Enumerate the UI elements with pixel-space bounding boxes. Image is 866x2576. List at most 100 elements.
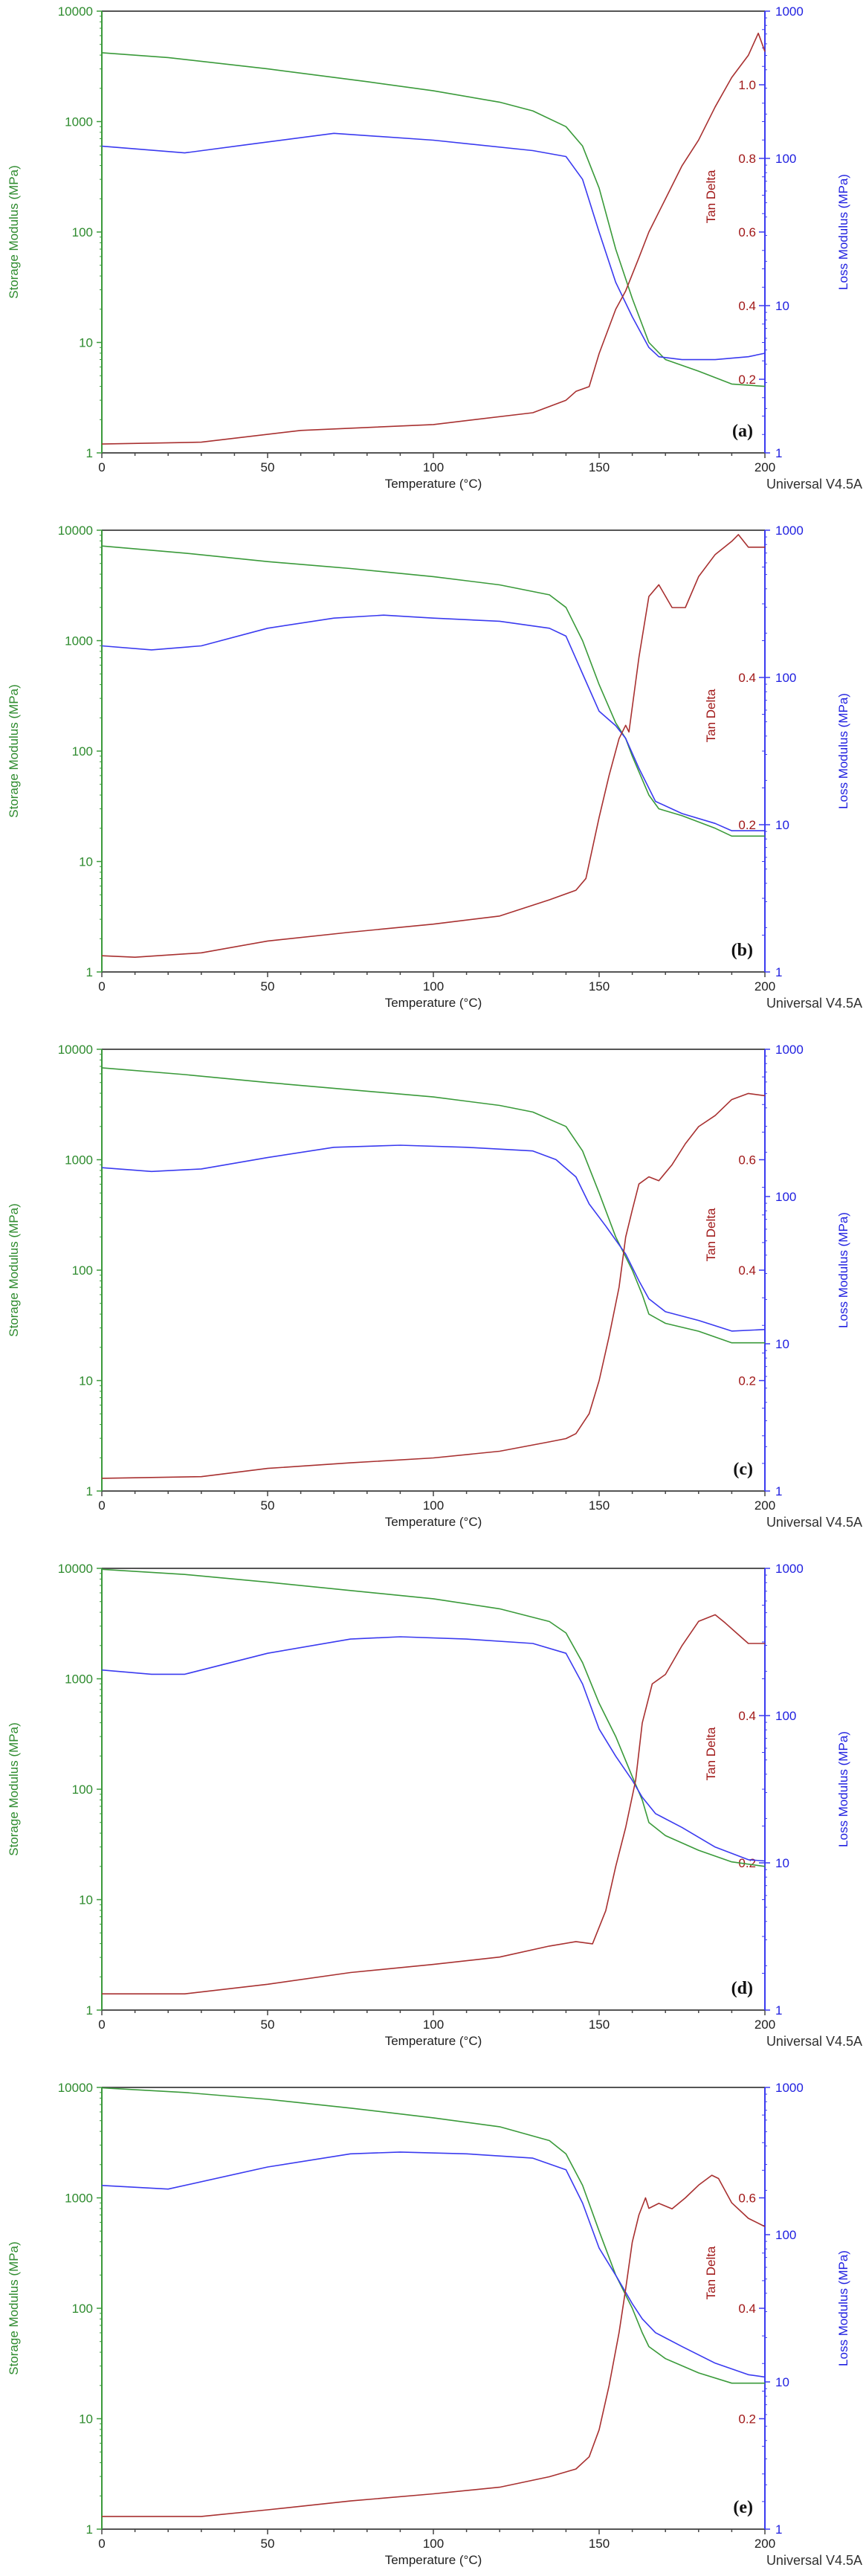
series-storage-modulus-line — [101, 2087, 765, 2384]
storage-tick-label: 1 — [86, 446, 93, 460]
series-loss-modulus-line — [101, 1144, 766, 1332]
x-axis-title: Temperature (°C) — [385, 2553, 482, 2567]
tan-axis-title: Tan Delta — [704, 2246, 718, 2299]
loss-tick-label: 100 — [775, 671, 796, 685]
panel-label: (a) — [732, 422, 753, 441]
storage-tick-label: 1 — [86, 1484, 93, 1498]
chart-panel-d: 0 50 100 150 20011010010001000011010010000.2… — [7, 1562, 862, 2049]
storage-axis-title: Storage Modulus (MPa) — [7, 1722, 21, 1856]
series-tan-delta-line — [102, 2174, 766, 2517]
loss-tick-label: 1 — [775, 965, 782, 979]
x-tick-label: 0 — [98, 1498, 105, 1513]
loss-tick-label: 100 — [775, 2228, 796, 2242]
storage-tick-label: 100 — [72, 744, 93, 759]
x-tick-label: 0 — [98, 460, 105, 474]
loss-tick-label: 1 — [775, 1484, 782, 1498]
software-version-label: Universal V4.5A — [766, 1515, 862, 1530]
x-tick-label: 150 — [589, 2018, 610, 2032]
panel-label: (c) — [733, 1460, 753, 1479]
tan-tick-label: 0.4 — [738, 1263, 756, 1278]
x-tick-label: 100 — [423, 460, 444, 474]
x-axis-title: Temperature (°C) — [385, 477, 482, 491]
x-tick-label: 50 — [261, 460, 275, 474]
tan-axis-title: Tan Delta — [704, 170, 718, 223]
x-tick-label: 50 — [261, 979, 275, 994]
storage-tick-label: 1 — [86, 2003, 93, 2018]
tan-axis-title: Tan Delta — [704, 1208, 718, 1261]
loss-tick-label: 1 — [775, 446, 782, 460]
storage-tick-label: 1000 — [65, 115, 93, 129]
x-tick-label: 100 — [423, 979, 444, 994]
series-tan-delta-line — [101, 32, 766, 445]
series-tan-delta-line — [102, 1614, 765, 1994]
storage-axis-title: Storage Modulus (MPa) — [7, 2241, 21, 2375]
software-version-label: Universal V4.5A — [766, 2034, 862, 2049]
x-tick-label: 50 — [261, 2018, 275, 2032]
x-axis-title: Temperature (°C) — [385, 2034, 482, 2048]
loss-tick-label: 1000 — [775, 4, 804, 19]
x-tick-label: 200 — [754, 1498, 775, 1513]
loss-axis-title: Loss Modulus (MPa) — [836, 1212, 850, 1328]
series-storage-modulus-line — [101, 545, 765, 837]
loss-tick-label: 1000 — [775, 1043, 804, 1057]
series-loss-modulus-line — [101, 2151, 766, 2378]
storage-tick-label: 1000 — [65, 2192, 93, 2206]
chart-panel-c: 0 50 100 150 20011010010001000011010010000.2… — [7, 1043, 862, 1530]
loss-tick-label: 10 — [775, 299, 789, 313]
tan-tick-label: 0.8 — [738, 152, 756, 166]
x-tick-label: 0 — [98, 2018, 105, 2032]
loss-tick-label: 1000 — [775, 2081, 804, 2095]
tan-tick-label: 0.4 — [738, 299, 756, 313]
tan-tick-label: 0.6 — [738, 2192, 756, 2206]
tan-axis-title: Tan Delta — [704, 1727, 718, 1780]
x-tick-label: 50 — [261, 2537, 275, 2551]
storage-axis-title: Storage Modulus (MPa) — [7, 684, 21, 818]
chart-panel-b: 0 50 100 150 20011010010001000011010010000.2… — [7, 524, 862, 1011]
x-tick-label: 150 — [589, 979, 610, 994]
tan-tick-label: 0.2 — [738, 2412, 756, 2427]
loss-axis-title: Loss Modulus (MPa) — [836, 2250, 850, 2366]
x-tick-label: 100 — [423, 1498, 444, 1513]
tan-tick-label: 0.2 — [738, 373, 756, 387]
loss-tick-label: 10 — [775, 818, 789, 832]
series-tan-delta-line — [101, 534, 765, 958]
tan-tick-label: 0.4 — [738, 671, 756, 685]
series-loss-modulus-line — [101, 614, 765, 831]
x-tick-label: 200 — [754, 2018, 775, 2032]
storage-tick-label: 10000 — [58, 4, 93, 19]
series-storage-modulus-line — [101, 1568, 766, 1867]
loss-axis-title: Loss Modulus (MPa) — [836, 174, 850, 290]
chart-panel-a: 0 50 100 150 20011010010001000011010010000.2… — [7, 4, 862, 492]
x-axis-title: Temperature (°C) — [385, 1515, 482, 1529]
software-version-label: Universal V4.5A — [766, 477, 862, 492]
loss-tick-label: 100 — [775, 152, 796, 166]
tan-axis-title: Tan Delta — [704, 689, 718, 742]
series-loss-modulus-line — [101, 1636, 766, 1862]
loss-tick-label: 1 — [775, 2003, 782, 2018]
tan-tick-label: 0.4 — [738, 2302, 756, 2316]
x-axis-title: Temperature (°C) — [385, 996, 482, 1010]
storage-tick-label: 10000 — [58, 1043, 93, 1057]
x-tick-label: 150 — [589, 1498, 610, 1513]
x-tick-label: 150 — [589, 2537, 610, 2551]
loss-tick-label: 10 — [775, 2375, 789, 2389]
storage-axis-title: Storage Modulus (MPa) — [7, 1203, 21, 1337]
x-tick-label: 50 — [261, 1498, 275, 1513]
loss-tick-label: 10 — [775, 1337, 789, 1351]
storage-tick-label: 100 — [72, 2302, 93, 2316]
storage-tick-label: 10000 — [58, 2081, 93, 2095]
loss-axis-title: Loss Modulus (MPa) — [836, 693, 850, 809]
x-tick-label: 100 — [423, 2018, 444, 2032]
loss-axis-title: Loss Modulus (MPa) — [836, 1731, 850, 1847]
storage-tick-label: 100 — [72, 1783, 93, 1797]
loss-tick-label: 100 — [775, 1709, 796, 1723]
storage-tick-label: 10 — [79, 855, 93, 869]
storage-tick-label: 100 — [72, 225, 93, 239]
loss-tick-label: 1000 — [775, 1562, 804, 1576]
software-version-label: Universal V4.5A — [766, 996, 862, 1011]
x-tick-label: 0 — [98, 979, 105, 994]
series-storage-modulus-line — [101, 52, 766, 387]
panel-label: (e) — [733, 2498, 753, 2517]
series-tan-delta-line — [101, 1092, 766, 1479]
